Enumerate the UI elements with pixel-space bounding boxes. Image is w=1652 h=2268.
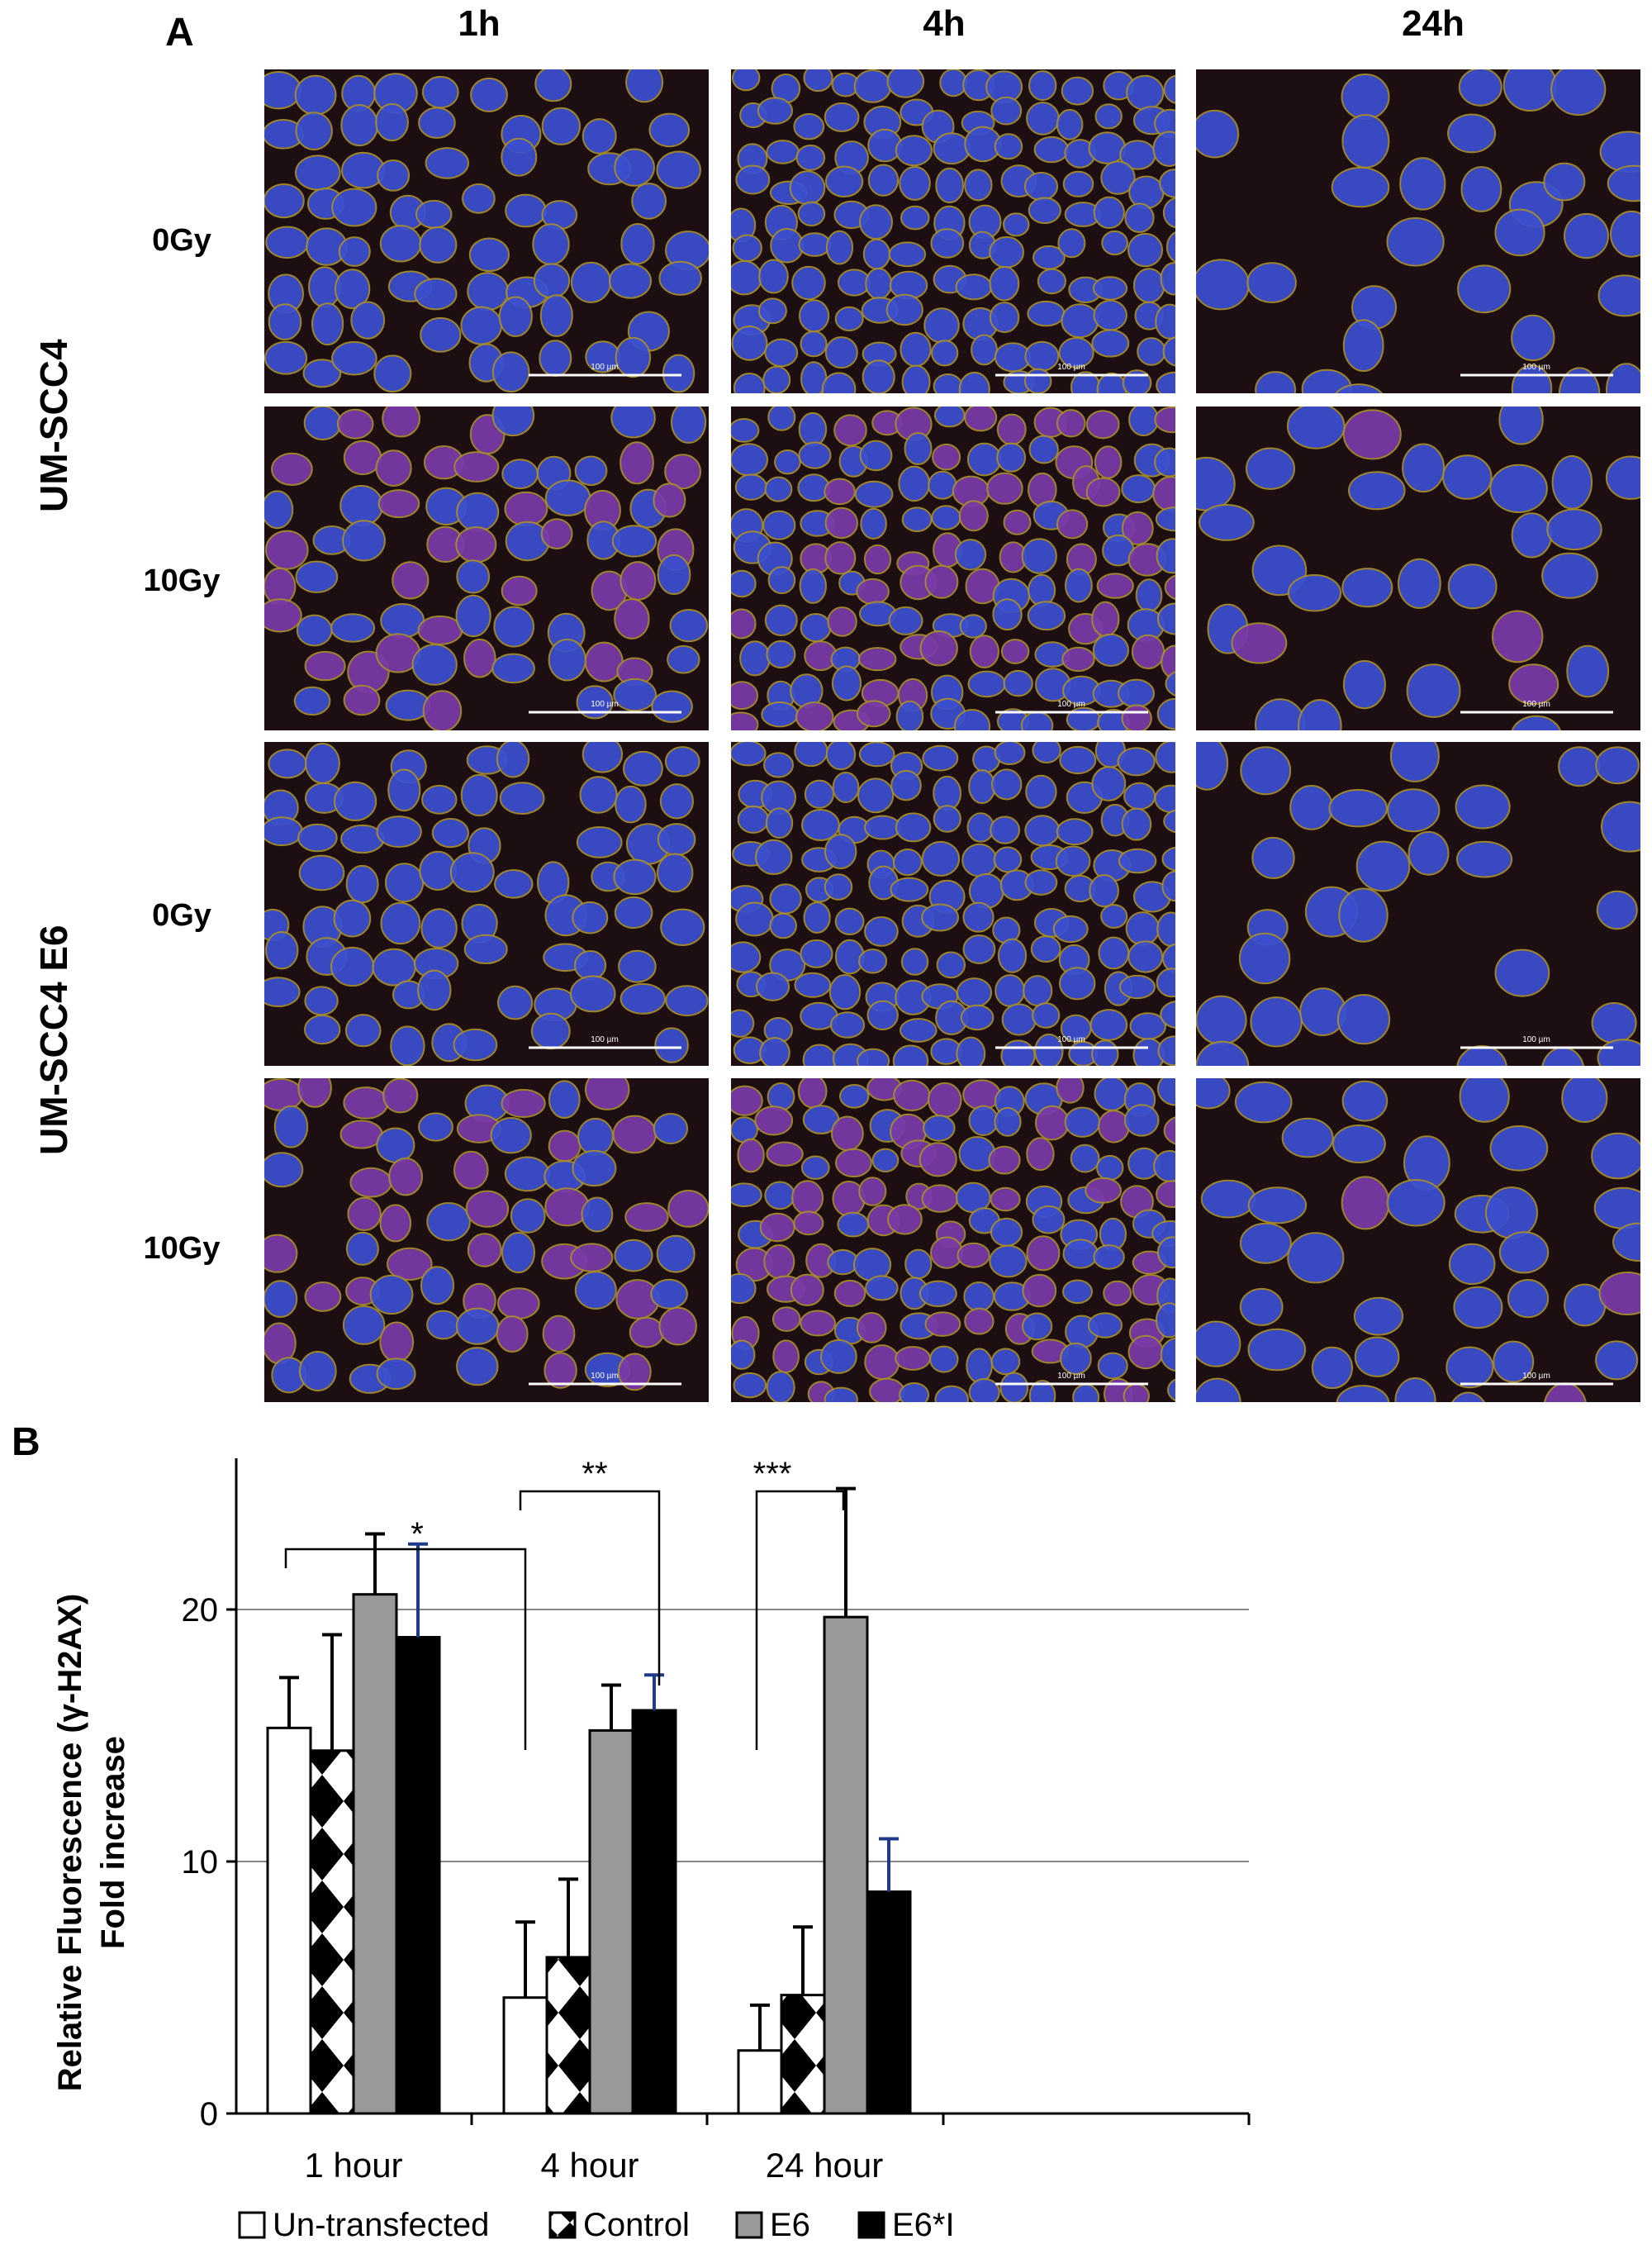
micrograph-tile: 100 µm	[1196, 69, 1640, 393]
bar	[588, 1728, 634, 2115]
scale-bar-label: 100 µm	[1522, 1372, 1550, 1381]
dose-label: 0Gy	[152, 898, 211, 933]
scale-bar-label: 100 µm	[1057, 1372, 1085, 1381]
micrograph-tile: 100 µm	[264, 407, 709, 730]
bar	[780, 1994, 826, 2115]
micrograph-tile: 100 µm	[264, 1078, 709, 1402]
legend-swatch	[857, 2211, 885, 2239]
significance-label: **	[582, 1456, 607, 1492]
bar	[352, 1593, 398, 2115]
column-header-24h: 24h	[1402, 3, 1464, 44]
y-tick-label: 10	[182, 1844, 219, 1880]
scale-bar-label: 100 µm	[1522, 1035, 1550, 1044]
micrograph-tile: 100 µm	[731, 407, 1175, 730]
significance-bracket	[284, 1548, 527, 1750]
significance-bracket	[519, 1490, 661, 1686]
scale-bar-label: 100 µm	[591, 363, 619, 372]
bar	[266, 1726, 312, 2115]
micrograph-tile: 100 µm	[731, 742, 1175, 1066]
micrograph-tile: 100 µm	[1196, 407, 1640, 730]
legend-swatch	[548, 2211, 577, 2239]
scale-bar-label: 100 µm	[591, 1035, 619, 1044]
row-label-um-scc4: UM-SCC4	[32, 339, 75, 512]
bar	[502, 1996, 548, 2115]
scale-bar-label: 100 µm	[591, 1372, 619, 1381]
dose-label: 0Gy	[152, 223, 211, 258]
legend-label: Un-transfected	[273, 2207, 489, 2243]
dose-label: 10Gy	[143, 1231, 221, 1266]
bar	[823, 1615, 869, 2115]
scale-bar-label: 100 µm	[1522, 700, 1550, 709]
x-tick-label: 24 hour	[766, 2146, 883, 2185]
bar	[866, 1890, 912, 2115]
micrograph-tile: 100 µm	[264, 69, 709, 393]
legend-swatch	[238, 2211, 266, 2239]
y-axis-label: Relative Fluorescence (γ-H2AX)	[52, 1594, 88, 2091]
significance-label: *	[411, 1516, 424, 1552]
legend-label: E6*I	[892, 2207, 955, 2243]
y-axis-label: Fold increase	[95, 1736, 131, 1949]
x-tick-label: 1 hour	[304, 2146, 402, 2185]
x-tick-label: 4 hour	[540, 2146, 638, 2185]
y-tick-label: 20	[182, 1592, 219, 1628]
scale-bar-label: 100 µm	[1522, 363, 1550, 372]
micrograph-tile: 100 µm	[1196, 1078, 1640, 1402]
dose-label: 10Gy	[143, 563, 221, 598]
legend-label: Control	[583, 2207, 690, 2243]
bar	[309, 1749, 355, 2115]
significance-label: ***	[753, 1456, 792, 1492]
y-tick-label: 0	[200, 2096, 218, 2132]
legend-swatch	[735, 2211, 763, 2239]
scale-bar-label: 100 µm	[1057, 1035, 1085, 1044]
bar-chart: 0 10 20 1 hour 4 hour 24 hour Relative Fluores…	[52, 1456, 1251, 2243]
panel-b-letter: B	[12, 1420, 40, 1464]
bar	[631, 1709, 677, 2115]
micrograph-tile: 100 µm	[731, 1078, 1175, 1402]
significance-bracket	[755, 1490, 845, 1750]
column-header-1h: 1h	[458, 3, 501, 44]
micrograph-tile: 100 µm	[731, 69, 1175, 393]
bar	[395, 1636, 441, 2115]
micrograph-tile: 100 µm	[1196, 742, 1640, 1066]
micrograph-tile: 100 µm	[264, 742, 709, 1066]
column-header-4h: 4h	[923, 3, 966, 44]
scale-bar-label: 100 µm	[591, 700, 619, 709]
bar	[545, 1956, 591, 2115]
scale-bar-label: 100 µm	[1057, 700, 1085, 709]
panel-a-letter: A	[165, 11, 194, 55]
row-label-um-scc4-e6: UM-SCC4 E6	[32, 925, 75, 1155]
scale-bar-label: 100 µm	[1057, 363, 1085, 372]
legend-label: E6	[770, 2207, 810, 2243]
bar	[737, 2049, 783, 2115]
